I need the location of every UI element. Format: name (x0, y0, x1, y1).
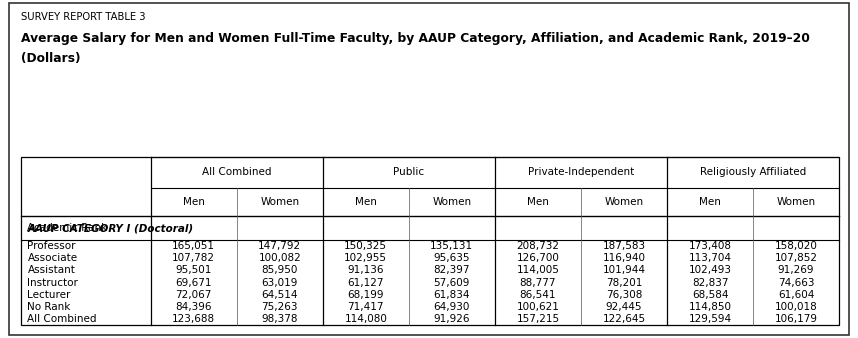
Text: 57,609: 57,609 (433, 277, 470, 288)
Text: 61,834: 61,834 (433, 290, 470, 300)
Text: 95,501: 95,501 (176, 265, 212, 275)
Text: Professor: Professor (27, 241, 76, 251)
Text: 100,082: 100,082 (258, 253, 301, 263)
Text: 102,493: 102,493 (688, 265, 732, 275)
Text: 101,944: 101,944 (602, 265, 645, 275)
Text: 74,663: 74,663 (778, 277, 814, 288)
Text: Lecturer: Lecturer (27, 290, 71, 300)
Text: Private-Independent: Private-Independent (528, 167, 634, 177)
Text: 98,378: 98,378 (262, 314, 298, 324)
Text: 126,700: 126,700 (517, 253, 559, 263)
Text: AAUP CATEGORY I (Doctoral): AAUP CATEGORY I (Doctoral) (27, 223, 194, 233)
Text: 135,131: 135,131 (431, 241, 474, 251)
Text: All Combined: All Combined (202, 167, 271, 177)
Text: 84,396: 84,396 (175, 302, 212, 312)
Text: 129,594: 129,594 (688, 314, 732, 324)
Text: Instructor: Instructor (27, 277, 78, 288)
Text: 91,926: 91,926 (433, 314, 470, 324)
Text: 91,136: 91,136 (347, 265, 384, 275)
Text: Women: Women (604, 197, 644, 207)
Text: Religiously Affiliated: Religiously Affiliated (700, 167, 807, 177)
Text: 82,397: 82,397 (433, 265, 470, 275)
Text: 107,852: 107,852 (775, 253, 818, 263)
Text: 165,051: 165,051 (172, 241, 215, 251)
Text: (Dollars): (Dollars) (21, 52, 81, 65)
Text: 114,005: 114,005 (517, 265, 559, 275)
Text: Men: Men (527, 197, 549, 207)
Text: 64,514: 64,514 (262, 290, 298, 300)
Text: 88,777: 88,777 (520, 277, 556, 288)
Text: 86,541: 86,541 (520, 290, 556, 300)
Text: 71,417: 71,417 (347, 302, 384, 312)
Text: 113,704: 113,704 (688, 253, 732, 263)
Text: 63,019: 63,019 (262, 277, 298, 288)
Text: 64,930: 64,930 (433, 302, 470, 312)
Text: 95,635: 95,635 (433, 253, 470, 263)
Text: 208,732: 208,732 (517, 241, 559, 251)
Text: 78,201: 78,201 (606, 277, 642, 288)
Text: 158,020: 158,020 (775, 241, 818, 251)
Text: 116,940: 116,940 (602, 253, 645, 263)
Text: 100,018: 100,018 (775, 302, 818, 312)
Text: All Combined: All Combined (27, 314, 97, 324)
Text: 122,645: 122,645 (602, 314, 645, 324)
Text: 106,179: 106,179 (775, 314, 818, 324)
Text: Academic Rank: Academic Rank (27, 223, 108, 233)
Text: 61,604: 61,604 (778, 290, 814, 300)
Text: 150,325: 150,325 (344, 241, 387, 251)
Text: 61,127: 61,127 (347, 277, 384, 288)
Text: 92,445: 92,445 (606, 302, 643, 312)
Text: 102,955: 102,955 (344, 253, 387, 263)
Text: Average Salary for Men and Women Full-Time Faculty, by AAUP Category, Affiliatio: Average Salary for Men and Women Full-Ti… (21, 32, 810, 45)
Text: 107,782: 107,782 (172, 253, 215, 263)
Text: Public: Public (393, 167, 425, 177)
Text: 173,408: 173,408 (688, 241, 732, 251)
Text: 68,199: 68,199 (347, 290, 384, 300)
Text: 91,269: 91,269 (778, 265, 814, 275)
Text: 114,080: 114,080 (344, 314, 387, 324)
Text: Men: Men (183, 197, 204, 207)
Text: 187,583: 187,583 (602, 241, 645, 251)
Text: Assistant: Assistant (27, 265, 76, 275)
Text: 82,837: 82,837 (692, 277, 728, 288)
Text: 147,792: 147,792 (258, 241, 301, 251)
Text: 157,215: 157,215 (517, 314, 559, 324)
Text: Associate: Associate (27, 253, 77, 263)
Text: Women: Women (776, 197, 816, 207)
Text: 85,950: 85,950 (262, 265, 298, 275)
Text: 68,584: 68,584 (692, 290, 728, 300)
Text: 76,308: 76,308 (606, 290, 642, 300)
Text: No Rank: No Rank (27, 302, 71, 312)
Text: SURVEY REPORT TABLE 3: SURVEY REPORT TABLE 3 (21, 12, 146, 22)
Text: 69,671: 69,671 (175, 277, 212, 288)
Text: 100,621: 100,621 (517, 302, 559, 312)
Text: 114,850: 114,850 (688, 302, 732, 312)
Text: 75,263: 75,263 (262, 302, 298, 312)
Text: Men: Men (355, 197, 377, 207)
Text: 123,688: 123,688 (172, 314, 215, 324)
Text: Men: Men (699, 197, 721, 207)
Text: Women: Women (260, 197, 299, 207)
Text: 72,067: 72,067 (176, 290, 212, 300)
Text: Women: Women (432, 197, 471, 207)
